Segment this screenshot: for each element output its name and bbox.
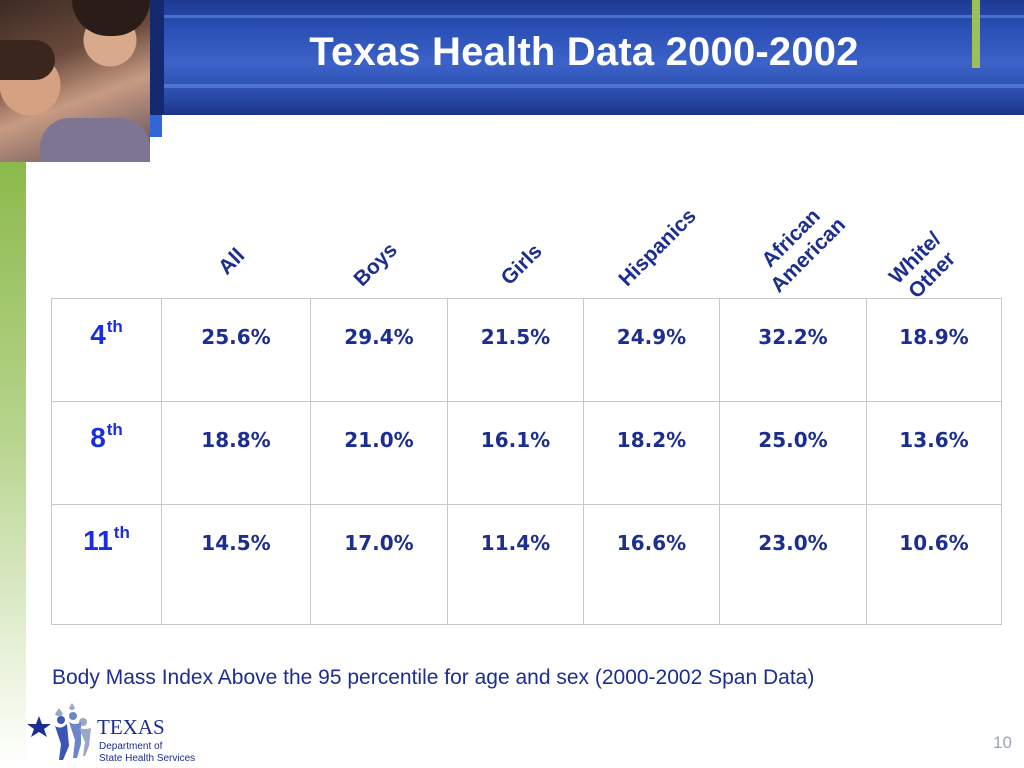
header-band <box>150 0 1024 115</box>
grade-suffix: th <box>106 420 123 439</box>
value-cell: 29.4% <box>310 298 448 402</box>
grade-number: 4 <box>90 319 106 350</box>
value-cell: 18.2% <box>583 401 720 505</box>
grade-suffix: th <box>106 317 123 336</box>
header-stripe-top <box>150 15 1024 18</box>
table-row: 11th 14.5% 17.0% 11.4% 16.6% 23.0% 10.6% <box>51 504 1002 625</box>
table-row: 8th 18.8% 21.0% 16.1% 18.2% 25.0% 13.6% <box>51 401 1002 505</box>
value-cell: 18.9% <box>866 298 1002 402</box>
value-cell: 32.2% <box>719 298 867 402</box>
value-cell: 21.0% <box>310 401 448 505</box>
value-cell: 16.6% <box>583 504 720 625</box>
value-cell: 24.9% <box>583 298 720 402</box>
left-green-bar <box>0 162 26 768</box>
value-cell: 14.5% <box>161 504 311 625</box>
header-stripe-mid <box>150 84 1024 88</box>
header-dark-edge <box>150 0 164 115</box>
value-cell: 23.0% <box>719 504 867 625</box>
logo-line1: Department of <box>99 741 163 752</box>
column-header-hispanics: Hispanics <box>614 204 701 291</box>
green-accent-bar <box>972 0 980 68</box>
value-cell: 16.1% <box>447 401 584 505</box>
slide-title: Texas Health Data 2000-2002 <box>309 30 859 74</box>
logo-line2: State Health Services <box>99 753 195 764</box>
value-cell: 10.6% <box>866 504 1002 625</box>
table-row: 4th 25.6% 29.4% 21.5% 24.9% 32.2% 18.9% <box>51 298 1002 402</box>
grade-number: 11 <box>83 525 113 556</box>
children-photo <box>0 0 150 162</box>
value-cell: 25.0% <box>719 401 867 505</box>
value-cell: 25.6% <box>161 298 311 402</box>
value-cell: 11.4% <box>447 504 584 625</box>
value-cell: 13.6% <box>866 401 1002 505</box>
logo-name: TEXAS <box>97 715 165 739</box>
value-cell: 17.0% <box>310 504 448 625</box>
grade-suffix: th <box>113 523 130 542</box>
value-cell: 21.5% <box>447 298 584 402</box>
grade-cell: 4th <box>51 298 162 402</box>
grade-number: 8 <box>90 422 106 453</box>
grade-cell: 8th <box>51 401 162 505</box>
star-icon <box>27 716 51 737</box>
dshs-logo: TEXAS Department of State Health Service… <box>27 703 195 764</box>
value-cell: 18.8% <box>161 401 311 505</box>
column-header-african-american: African American <box>757 204 851 298</box>
grade-cell: 11th <box>51 504 162 625</box>
header-blue-square <box>150 115 162 137</box>
page-number: 10 <box>993 733 1012 752</box>
bmi-table: 4th 25.6% 29.4% 21.5% 24.9% 32.2% 18.9% 8th 18.8… <box>51 298 1002 625</box>
table-caption: Body Mass Index Above the 95 percentile … <box>52 666 815 689</box>
